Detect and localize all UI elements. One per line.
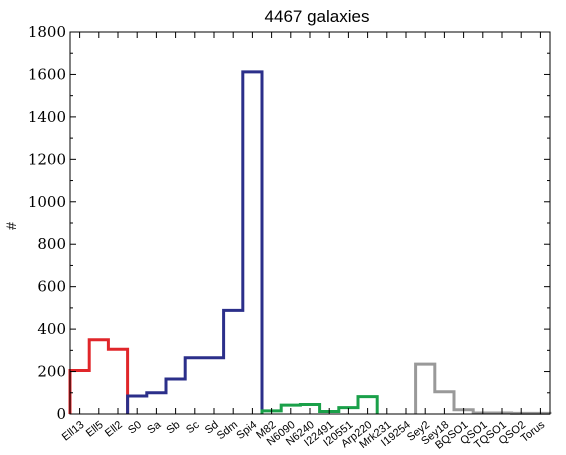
- histogram-series-1: [68, 338, 130, 414]
- x-tick-label: Sb: [164, 419, 182, 437]
- y-tick-label: 1400: [28, 108, 66, 126]
- y-axis-label: #: [3, 222, 19, 230]
- bin-sdm: [224, 310, 243, 414]
- y-tick-label: 600: [37, 278, 66, 296]
- bin-sd: [204, 358, 223, 414]
- y-tick-label: 800: [37, 235, 66, 253]
- x-tick-label: Sa: [145, 418, 164, 436]
- x-tick-label: Ell2: [103, 419, 125, 440]
- y-tick-label: 200: [37, 363, 66, 381]
- bin-sey2: [416, 364, 435, 414]
- y-tick-label: 1000: [28, 193, 66, 211]
- plot-frame: [69, 31, 551, 415]
- y-tick-label: 1600: [28, 65, 66, 83]
- histogram-series-4: [414, 362, 552, 415]
- chart-title: 4467 galaxies: [265, 7, 370, 26]
- x-tick-label: Sc: [184, 419, 202, 437]
- y-tick-label: 1200: [28, 150, 66, 168]
- bin-ell13: [70, 370, 89, 414]
- x-tick-label: S0: [126, 419, 144, 437]
- histogram-marks: [68, 70, 552, 415]
- y-tick-label: 400: [37, 320, 66, 338]
- y-tick-label: 0: [56, 405, 66, 423]
- histogram-series-3: [260, 395, 379, 414]
- histogram-series-2: [126, 70, 264, 414]
- bin-ell5: [89, 340, 108, 414]
- x-tick-label: Ell5: [84, 419, 106, 440]
- y-tick-label: 1800: [28, 23, 66, 41]
- bin-sc: [185, 358, 204, 414]
- bin-spi4: [243, 72, 262, 414]
- bin-ell2: [108, 349, 127, 414]
